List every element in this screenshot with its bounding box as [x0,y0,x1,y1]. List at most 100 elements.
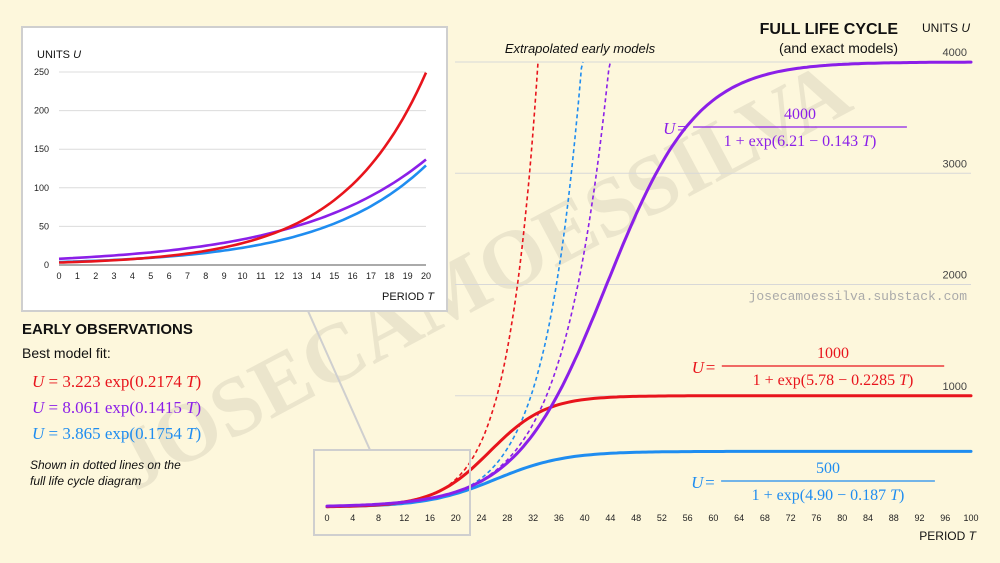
dotted-lines-note-line1: Shown in dotted lines on the [30,458,181,472]
main-x-tick-label: 36 [554,513,564,523]
main-x-tick-label: 40 [580,513,590,523]
inset-x-tick-label: 10 [237,271,247,281]
formula-lhs: U [692,358,706,377]
formula-numerator: 500 [816,460,840,477]
inset-x-tick-label: 13 [293,271,303,281]
main-x-axis: 0 4 8 12 16 20 24 28 32 36 40 44 48 52 56 60 64 68 72 76 80 8… [324,513,978,523]
inset-y-tick-label: 100 [34,183,49,193]
main-solid-series [325,60,973,509]
main-x-tick-label: 96 [940,513,950,523]
main-x-tick-label: 84 [863,513,873,523]
main-y-tick-label: 3000 [943,158,967,170]
formula-lhs: U [691,473,705,492]
main-x-tick-label: 60 [708,513,718,523]
extrapolated-annotation: Extrapolated early models [505,41,656,56]
early-observations-heading: EARLY OBSERVATIONS [22,321,193,338]
formula-lhs: U [663,119,677,138]
inset-x-tick-label: 1 [75,271,80,281]
inset-x-tick-label: 7 [185,271,190,281]
inset-x-tick-label: 17 [366,271,376,281]
inset-x-tick-label: 15 [329,271,339,281]
main-x-tick-label: 4 [350,513,355,523]
main-x-tick-label: 12 [399,513,409,523]
main-x-tick-label: 76 [811,513,821,523]
formula-numerator: 4000 [784,106,816,123]
early-model-red: U = 3.223 exp(0.2174 T) [32,372,201,391]
main-x-tick-label: 28 [502,513,512,523]
main-x-tick-label: 64 [734,513,744,523]
inset-x-tick-label: 5 [148,271,153,281]
main-x-tick-label: 80 [837,513,847,523]
inset-y-axis-label: UNITS U [37,49,81,61]
formula-denominator: 1 + exp(5.78 − 0.2285 T) [753,372,914,389]
main-x-tick-label: 72 [786,513,796,523]
main-y-tick-label: 4000 [943,47,967,59]
formula-equals: = [677,119,687,138]
inset-panel [21,26,448,312]
early-model-blue: U = 3.865 exp(0.1754 T) [32,424,201,443]
main-x-tick-label: 20 [451,513,461,523]
solid-line-purple [325,60,973,508]
formula-purple: U = 4000 1 + exp(6.21 − 0.143 T) [663,106,907,150]
inset-x-axis: 0 1 2 3 4 5 6 7 8 9 10 11 12 13 14 15 16 17 18 19 20 [56,271,431,281]
inset-y-tick-label: 150 [34,144,49,154]
inset-y-tick-label: 250 [34,67,49,77]
main-x-tick-label: 32 [528,513,538,523]
zoom-region-box [313,449,471,536]
main-x-tick-label: 68 [760,513,770,523]
inset-line-purple [58,158,427,261]
main-x-tick-label: 8 [376,513,381,523]
inset-y-tick-label: 0 [44,260,49,270]
inset-gridlines [59,71,426,266]
inset-x-tick-label: 19 [403,271,413,281]
inset-line-red [58,72,428,264]
main-y-axis-label: UNITS U [922,21,970,35]
inset-series [58,72,428,264]
formula-equals: = [706,358,716,377]
main-x-tick-label: 24 [477,513,487,523]
main-x-tick-label: 92 [914,513,924,523]
main-chart-subtitle: (and exact models) [779,40,898,56]
inset-x-tick-label: 14 [311,271,321,281]
inset-x-tick-label: 11 [256,271,265,281]
main-x-axis-label: PERIOD T [919,529,977,543]
inset-x-tick-label: 8 [203,271,208,281]
main-x-tick-label: 52 [657,513,667,523]
inset-x-tick-label: 18 [384,271,394,281]
formula-denominator: 1 + exp(6.21 − 0.143 T) [724,133,877,150]
main-x-tick-label: 56 [683,513,693,523]
solid-line-red [325,394,973,509]
main-x-tick-label: 100 [963,513,978,523]
inset-y-tick-label: 200 [34,106,49,116]
inset-x-axis-label: PERIOD T [382,291,435,303]
main-chart-title: FULL LIFE CYCLE [760,21,899,38]
best-model-fit-label: Best model fit: [22,345,111,361]
formula-numerator: 1000 [817,345,849,362]
inset-y-axis: 0 50 100 150 200 250 [34,67,49,270]
inset-y-tick-label: 50 [39,221,49,231]
watermark-url: josecamoessilva.substack.com [749,289,968,304]
main-y-tick-label: 2000 [943,270,967,282]
inset-x-tick-label: 12 [274,271,284,281]
main-x-tick-label: 44 [605,513,615,523]
inset-x-tick-label: 4 [130,271,135,281]
main-y-axis: 1000 2000 3000 4000 [943,47,967,393]
inset-x-tick-label: 2 [93,271,98,281]
inset-x-tick-label: 6 [167,271,172,281]
zoom-connector-line [307,310,371,451]
main-x-tick-label: 16 [425,513,435,523]
inset-x-tick-label: 20 [421,271,431,281]
main-x-tick-label: 0 [324,513,329,523]
inset-x-tick-label: 0 [56,271,61,281]
main-y-tick-label: 1000 [943,381,967,393]
dotted-lines-note-line2: full life cycle diagram [30,474,141,488]
inset-x-tick-label: 9 [222,271,227,281]
early-model-list: U = 3.223 exp(0.2174 T) U = 8.061 exp(0.1… [32,372,201,443]
formula-blue: U = 500 1 + exp(4.90 − 0.187 T) [691,460,935,504]
formula-denominator: 1 + exp(4.90 − 0.187 T) [752,487,905,504]
early-model-purple: U = 8.061 exp(0.1415 T) [32,398,201,417]
formula-red: U = 1000 1 + exp(5.78 − 0.2285 T) [692,345,945,389]
formula-equals: = [705,473,715,492]
main-x-tick-label: 48 [631,513,641,523]
